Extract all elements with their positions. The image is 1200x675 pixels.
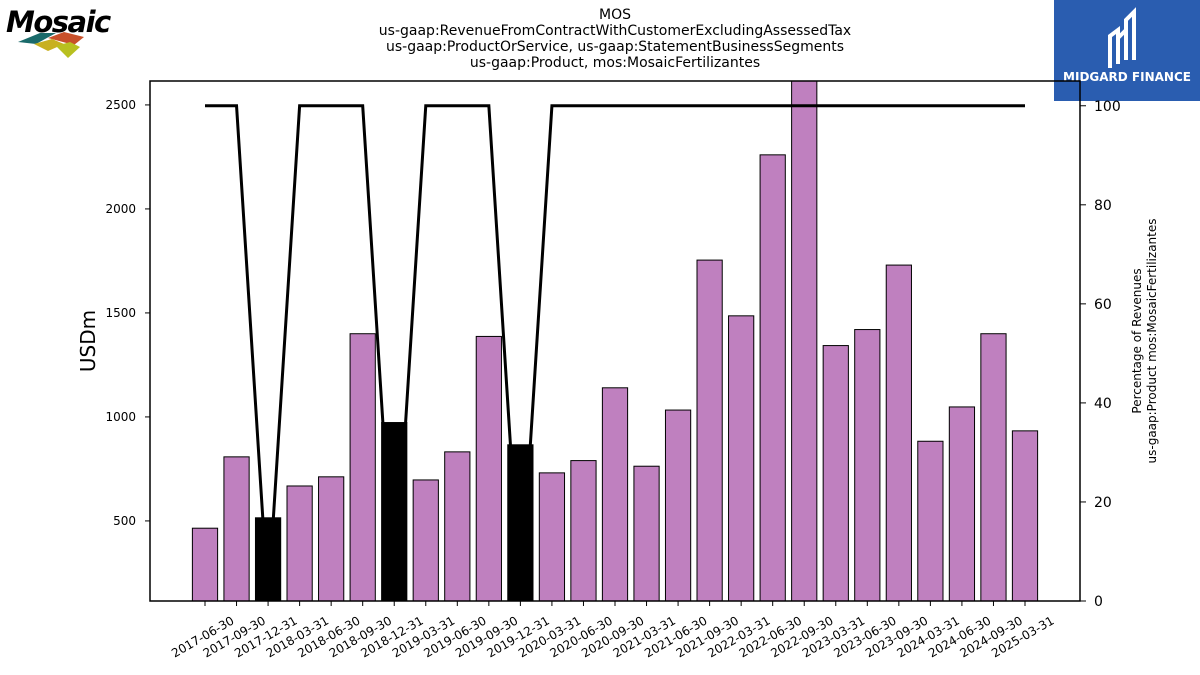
bar-2020-03-31 xyxy=(538,472,566,602)
bar-2022-03-31 xyxy=(728,315,755,602)
bar-2021-03-31 xyxy=(633,465,660,602)
midgard-finance-logo: MIDGARD FINANCE xyxy=(1054,0,1200,101)
mosaic-logo: Mosaic xyxy=(6,5,113,58)
line-layer xyxy=(205,104,1025,602)
bar-2020-06-30 xyxy=(570,460,597,602)
y-right-tick-label: 40 xyxy=(1094,396,1112,412)
y-axis-label: USDm xyxy=(76,310,100,372)
title-line-ticker: MOS xyxy=(599,7,631,23)
bar-2025-03-31 xyxy=(1011,430,1039,602)
y-right-tick-label: 80 xyxy=(1094,198,1112,214)
y-right-tick-label: 20 xyxy=(1094,495,1112,511)
y-axis-right-label-line2: us-gaap:Product mos:MosaicFertilizantes xyxy=(1145,219,1159,464)
bar-2018-06-30 xyxy=(318,476,345,602)
y-axis-right: 0 20 40 60 80 100 xyxy=(1080,99,1121,610)
bar-2023-06-30 xyxy=(854,329,881,602)
y-right-tick-label: 100 xyxy=(1094,99,1121,115)
y-axis-left: 500 1000 1500 2000 2500 xyxy=(105,98,150,528)
y-right-tick-label: 0 xyxy=(1094,594,1103,610)
y-right-tick-label: 60 xyxy=(1094,297,1112,313)
y-tick-label: 500 xyxy=(113,514,136,528)
bar-2024-03-31 xyxy=(917,440,944,602)
bar-2019-09-30 xyxy=(475,335,502,602)
y-tick-label: 2000 xyxy=(105,202,136,216)
bar-2020-09-30 xyxy=(601,387,629,602)
y-tick-label: 2500 xyxy=(105,98,136,112)
bar-2018-03-31 xyxy=(286,485,313,602)
y-axis-right-label-line1: Percentage of Revenues xyxy=(1130,268,1144,413)
midgard-finance-text: MIDGARD FINANCE xyxy=(1063,70,1191,84)
x-axis: 2017-06-302017-09-302017-12-312018-03-31… xyxy=(169,601,1057,660)
bar-2019-03-31 xyxy=(412,479,439,602)
bar-2017-06-30 xyxy=(191,527,219,602)
bars-layer xyxy=(191,80,1039,602)
bar-2022-09-30 xyxy=(791,80,818,602)
mosaic-logo-text: Mosaic xyxy=(6,5,111,39)
bar-2017-09-30 xyxy=(223,456,250,602)
percentage-line xyxy=(205,104,1025,602)
bar-2021-06-30 xyxy=(664,409,692,602)
bar-2024-06-30 xyxy=(948,406,976,602)
y-tick-label: 1500 xyxy=(105,306,136,320)
bar-2019-06-30 xyxy=(444,451,471,602)
bar-2022-06-30 xyxy=(759,154,786,602)
bar-2023-09-30 xyxy=(885,264,912,602)
bar-2024-09-30 xyxy=(980,333,1007,602)
y-tick-label: 1000 xyxy=(105,410,136,424)
title-line-concept: us-gaap:RevenueFromContractWithCustomerE… xyxy=(378,23,852,39)
title-line-axis: us-gaap:ProductOrService, us-gaap:Statem… xyxy=(385,39,844,55)
chart-title: MOS us-gaap:RevenueFromContractWithCusto… xyxy=(315,7,915,71)
bar-2023-03-31 xyxy=(822,345,849,602)
bar-2018-09-30 xyxy=(349,333,376,602)
bar-2021-09-30 xyxy=(696,259,723,602)
title-line-member: us-gaap:Product, mos:MosaicFertilizantes xyxy=(469,55,761,71)
